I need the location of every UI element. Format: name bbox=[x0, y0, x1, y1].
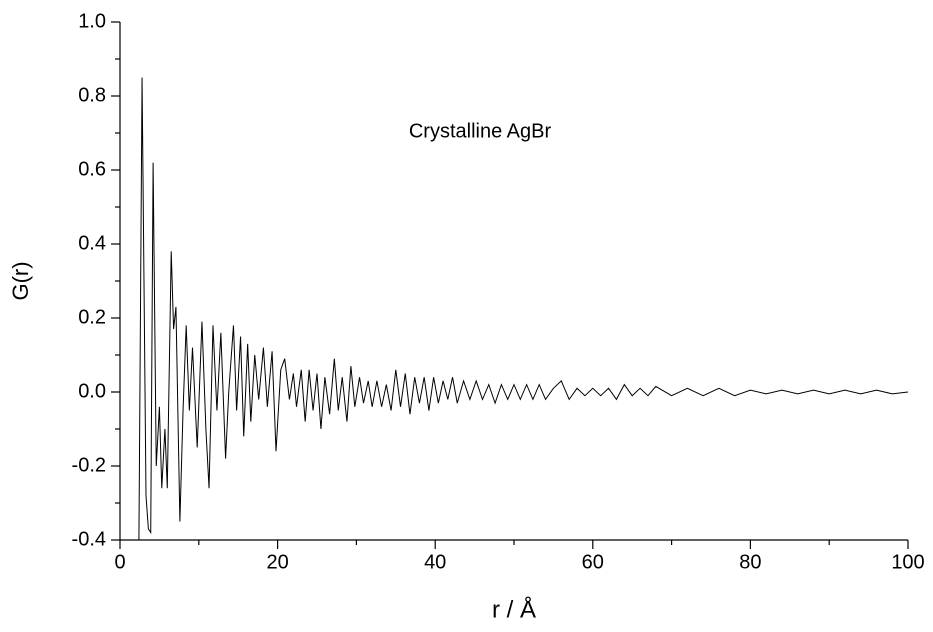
annotation: Crystalline AgBr bbox=[409, 120, 552, 142]
y-tick-label: -0.2 bbox=[72, 454, 106, 476]
x-axis-label: r / Å bbox=[492, 595, 536, 623]
y-tick-label: 0.6 bbox=[78, 158, 106, 180]
data-line bbox=[138, 77, 909, 541]
y-tick-label: 0.2 bbox=[78, 306, 106, 328]
x-tick-label: 0 bbox=[114, 551, 125, 573]
x-tick-label: 80 bbox=[739, 551, 761, 573]
x-tick-label: 20 bbox=[266, 551, 288, 573]
x-tick-label: 40 bbox=[424, 551, 446, 573]
x-tick-label: 60 bbox=[582, 551, 604, 573]
y-tick-label: 0.0 bbox=[78, 380, 106, 402]
y-axis-label: G(r) bbox=[8, 261, 33, 300]
y-tick-label: -0.4 bbox=[72, 528, 106, 550]
y-tick-label: 1.0 bbox=[78, 10, 106, 32]
y-tick-label: 0.4 bbox=[78, 232, 106, 254]
y-tick-label: 0.8 bbox=[78, 84, 106, 106]
x-tick-label: 100 bbox=[891, 551, 924, 573]
